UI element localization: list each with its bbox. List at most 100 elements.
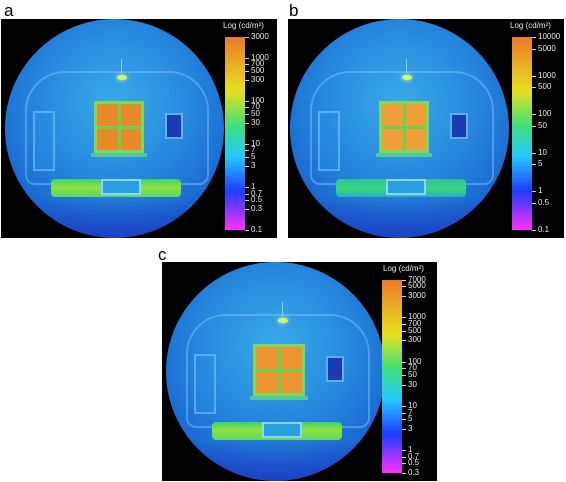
scale-tick-label: 500 bbox=[251, 65, 265, 75]
scale-title-b: Log (cd/m²) bbox=[510, 21, 551, 30]
scale-tick-mark bbox=[245, 150, 249, 152]
scale-title-c: Log (cd/m²) bbox=[383, 264, 424, 273]
scale-tick-mark bbox=[532, 191, 536, 193]
window-a bbox=[91, 101, 147, 157]
scale-tick-label: 3000 bbox=[251, 32, 269, 41]
scale-tick-mark bbox=[402, 412, 406, 414]
scale-tick-mark bbox=[402, 330, 406, 332]
scale-tick-mark bbox=[245, 186, 249, 188]
scale-tick-mark bbox=[245, 230, 249, 231]
scale-tick-label: 1 bbox=[408, 444, 413, 454]
scale-tick-mark bbox=[245, 100, 249, 102]
scale-tick-mark bbox=[245, 57, 249, 59]
scale-tick-mark bbox=[402, 419, 406, 420]
scale-tick-label: 10 bbox=[538, 147, 547, 157]
scale-tick-mark bbox=[532, 114, 536, 116]
luminance-map-panel-b: Log (cd/m²) 10000 5000 1000 500 100 50 10 5 1 0.5… bbox=[288, 19, 564, 238]
scale-tick-mark bbox=[532, 37, 536, 38]
scale-tick-label: 7 bbox=[251, 145, 256, 155]
scale-tick-label: 30 bbox=[408, 379, 417, 389]
scale-tick-label: 300 bbox=[251, 75, 265, 85]
scale-tick-mark bbox=[245, 107, 249, 109]
scale-tick-mark bbox=[402, 463, 406, 465]
scale-tick-label: 1000 bbox=[251, 52, 269, 62]
scale-tick-mark bbox=[245, 80, 249, 82]
scale-tick-mark bbox=[245, 37, 249, 38]
panel-label-c: c bbox=[158, 245, 167, 264]
scale-tick-label: 1000 bbox=[538, 70, 556, 80]
scale-tick-label: 0.3 bbox=[251, 204, 263, 214]
scale-tick-label: 700 bbox=[408, 319, 422, 329]
scale-tick-mark bbox=[532, 87, 536, 89]
scale-tick-label: 700 bbox=[251, 59, 265, 69]
color-scale-c: Log (cd/m²) 7000 5000 3000 1000 700 500 300 100… bbox=[380, 262, 437, 481]
scale-tick-label: 50 bbox=[408, 369, 417, 379]
scale-tick-label: 0.5 bbox=[408, 458, 420, 468]
scale-tick-label: 100 bbox=[538, 109, 552, 119]
scale-tick-label: 3 bbox=[408, 423, 413, 433]
color-scale-a: Log (cd/m²) 3000 1000 700 500 300 100 70 50 30 10… bbox=[223, 19, 277, 238]
scale-tick-label: 5 bbox=[408, 414, 413, 423]
scale-tick-label: 0.1 bbox=[538, 225, 550, 234]
scale-tick-mark bbox=[402, 449, 406, 451]
scale-tick-label: 7000 bbox=[408, 275, 426, 284]
window-c bbox=[250, 344, 308, 400]
scale-tick-label: 7 bbox=[408, 407, 413, 417]
scale-tick-mark bbox=[402, 368, 406, 370]
scale-tick-mark bbox=[402, 428, 406, 430]
ceiling-lamp-c bbox=[278, 318, 288, 323]
scale-tick-mark bbox=[402, 280, 406, 281]
scale-tick-mark bbox=[532, 203, 536, 205]
scale-tick-label: 30 bbox=[251, 118, 260, 128]
scale-tick-mark bbox=[402, 384, 406, 386]
scale-tick-label: 1 bbox=[251, 181, 256, 191]
scale-tick-label: 100 bbox=[408, 356, 422, 366]
scale-tick-mark bbox=[245, 193, 249, 195]
colorbar-a bbox=[225, 37, 245, 230]
scale-tick-mark bbox=[245, 166, 249, 168]
scale-tick-mark bbox=[402, 456, 406, 458]
scale-tick-mark bbox=[402, 473, 406, 474]
scale-tick-label: 0.1 bbox=[251, 225, 263, 234]
scale-tick-mark bbox=[245, 143, 249, 145]
scale-tick-mark bbox=[532, 75, 536, 77]
window-b bbox=[376, 101, 432, 157]
scale-tick-mark bbox=[245, 209, 249, 211]
scale-tick-label: 0.7 bbox=[408, 451, 420, 461]
scale-tick-label: 0.5 bbox=[251, 194, 263, 204]
colorbar-b bbox=[512, 37, 532, 230]
scale-tick-mark bbox=[402, 361, 406, 363]
scale-tick-mark bbox=[532, 48, 536, 50]
scale-tick-label: 1 bbox=[538, 186, 543, 196]
scale-title-a: Log (cd/m²) bbox=[223, 21, 264, 30]
scale-tick-mark bbox=[402, 405, 406, 407]
fisheye-image-c bbox=[166, 262, 385, 481]
luminance-map-panel-a: Log (cd/m²) 3000 1000 700 500 300 100 70 50 30 10… bbox=[1, 19, 277, 238]
scale-tick-mark bbox=[245, 70, 249, 72]
scale-tick-mark bbox=[245, 123, 249, 125]
scale-tick-mark bbox=[402, 296, 406, 298]
panel-label-b: b bbox=[289, 1, 299, 20]
scale-tick-label: 500 bbox=[538, 82, 552, 92]
color-scale-b: Log (cd/m²) 10000 5000 1000 500 100 50 10 5 1 0.5… bbox=[510, 19, 564, 238]
scale-tick-label: 5000 bbox=[538, 43, 556, 53]
luminance-map-panel-c: Log (cd/m²) 7000 5000 3000 1000 700 500 300 100… bbox=[162, 262, 437, 481]
scale-tick-label: 50 bbox=[538, 120, 547, 130]
scale-tick-mark bbox=[402, 317, 406, 319]
scale-tick-mark bbox=[402, 324, 406, 326]
scale-tick-mark bbox=[532, 164, 536, 166]
scale-tick-mark bbox=[532, 230, 536, 231]
scale-tick-mark bbox=[402, 374, 406, 376]
scale-tick-label: 70 bbox=[408, 363, 417, 373]
scale-tick-mark bbox=[245, 113, 249, 115]
scale-tick-label: 50 bbox=[251, 108, 260, 118]
scale-tick-mark bbox=[532, 125, 536, 127]
ceiling-lamp-a bbox=[117, 75, 127, 80]
scale-tick-label: 100 bbox=[251, 95, 265, 105]
scale-tick-mark bbox=[532, 152, 536, 154]
scale-tick-mark bbox=[402, 286, 406, 288]
panel-label-a: a bbox=[4, 1, 14, 20]
scale-tick-label: 5 bbox=[251, 151, 256, 161]
fisheye-image-b bbox=[290, 19, 509, 238]
scale-tick-mark bbox=[245, 199, 249, 201]
